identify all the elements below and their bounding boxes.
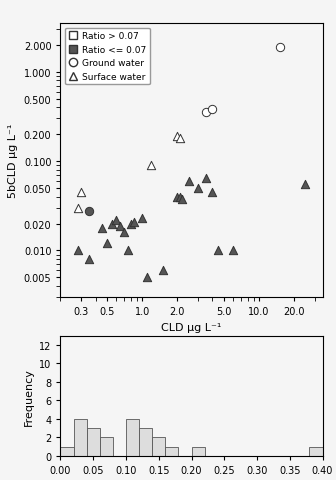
Point	[114, 216, 119, 224]
Point	[175, 193, 180, 201]
Point	[230, 247, 236, 255]
Point	[86, 207, 92, 215]
Point	[149, 162, 154, 169]
Point	[195, 185, 201, 192]
Point	[210, 189, 215, 196]
Bar	[192, 447, 205, 456]
Point	[179, 195, 185, 203]
Point	[216, 247, 221, 255]
Bar	[309, 447, 323, 456]
Y-axis label: 5bCLD μg L⁻¹: 5bCLD μg L⁻¹	[8, 124, 18, 198]
Y-axis label: Frequency: Frequency	[24, 367, 34, 425]
Point	[186, 178, 191, 185]
Point	[104, 240, 110, 248]
Point	[175, 133, 180, 141]
Point	[203, 109, 208, 117]
Bar	[87, 428, 100, 456]
Point	[203, 175, 208, 182]
Point	[144, 274, 150, 282]
Bar	[165, 447, 178, 456]
Point	[303, 181, 308, 189]
Bar	[152, 438, 165, 456]
Point	[99, 224, 104, 232]
Point	[78, 189, 84, 196]
Point	[210, 106, 215, 114]
Legend: Ratio > 0.07, Ratio <= 0.07, Ground water, Surface water: Ratio > 0.07, Ratio <= 0.07, Ground wate…	[65, 28, 150, 85]
Point	[121, 229, 127, 237]
Point	[125, 247, 130, 255]
Point	[177, 135, 182, 143]
Point	[177, 193, 182, 201]
Bar	[126, 419, 139, 456]
Point	[75, 247, 80, 255]
Bar	[100, 438, 113, 456]
Point	[75, 204, 80, 212]
Point	[109, 220, 115, 228]
Point	[131, 218, 137, 226]
Point	[277, 44, 282, 51]
Bar	[60, 447, 74, 456]
Point	[160, 267, 165, 275]
Bar	[74, 419, 87, 456]
Bar	[139, 428, 152, 456]
Point	[128, 220, 133, 228]
Point	[86, 256, 92, 264]
Point	[118, 222, 123, 230]
Point	[139, 215, 145, 223]
X-axis label: CLD μg L⁻¹: CLD μg L⁻¹	[161, 322, 222, 332]
